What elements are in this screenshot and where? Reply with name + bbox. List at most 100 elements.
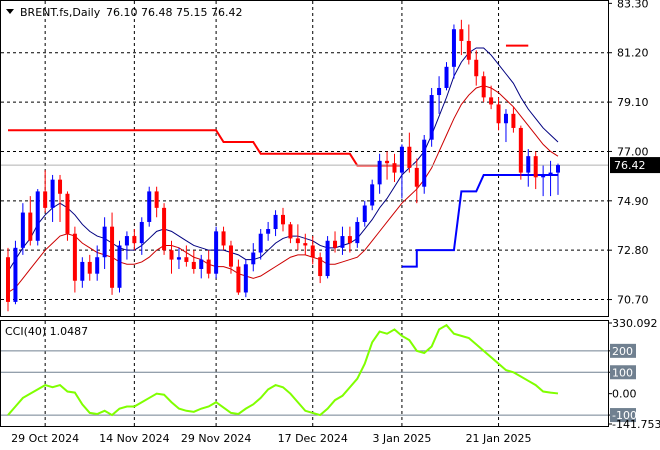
ma-red-line — [7, 85, 559, 293]
candle-bull — [377, 160, 382, 185]
candle-bull — [451, 29, 456, 67]
candle-bull — [102, 226, 107, 258]
candle-bull — [80, 261, 85, 281]
candle-bear — [236, 266, 241, 293]
last-price-label: 76.42 — [614, 159, 646, 172]
candle-bull — [399, 146, 404, 173]
cci-tick-label: 330.092 — [612, 317, 658, 330]
candle-bull — [370, 184, 375, 206]
candle-bull — [199, 259, 204, 269]
candle-bull — [526, 156, 531, 173]
candle-bull — [548, 172, 553, 175]
dropdown-triangle-icon[interactable] — [6, 9, 14, 14]
candle-bear — [65, 193, 70, 234]
y-tick-label: 83.30 — [617, 0, 649, 10]
cci-tick-label: -100 — [612, 409, 637, 422]
candle-bear — [511, 113, 516, 128]
candle-bear — [162, 207, 167, 251]
cci-level-tag — [610, 408, 636, 423]
x-tick-label: 3 Jan 2025 — [372, 432, 431, 445]
stop-red-line — [8, 129, 402, 167]
candle-bear — [87, 261, 92, 274]
x-tick-label: 29 Oct 2024 — [11, 432, 79, 445]
chart-title: BRENT.fs,Daily — [20, 6, 101, 19]
candle-bull — [176, 257, 181, 260]
candle-bull — [541, 174, 546, 178]
candle-bear — [72, 233, 77, 281]
cci-tick-label: 100 — [612, 366, 633, 379]
candle-bull — [444, 66, 449, 88]
candle-bull — [429, 95, 434, 140]
candle-bear — [347, 236, 352, 244]
candle-bear — [496, 104, 501, 124]
candle-bear — [414, 167, 419, 187]
candle-bull — [50, 179, 55, 208]
candle-bear — [191, 261, 196, 269]
candle-bull — [556, 165, 560, 173]
candle-bull — [355, 221, 360, 244]
candle-bull — [251, 252, 256, 265]
grid-layer — [1, 1, 608, 426]
candle-bear — [518, 127, 523, 173]
stop-blue-line — [401, 173, 558, 268]
candle-bear — [392, 163, 397, 173]
last-price-tag — [610, 157, 660, 174]
candle-bull — [325, 240, 330, 277]
candle-bear — [58, 179, 63, 194]
candle-bear — [228, 245, 233, 267]
axis-layer: 29 Oct 2024 14 Nov 2024 29 Nov 2024 17 Dec … — [11, 0, 660, 445]
candle-bear — [169, 250, 174, 260]
candle-bull — [243, 264, 248, 293]
candle-bull — [340, 236, 345, 248]
ohlc-readout: 76.10 76.48 75.15 76.42 — [106, 6, 242, 19]
price-panel-border — [0, 0, 609, 317]
candle-bull — [258, 233, 263, 253]
candle-bear — [310, 245, 315, 258]
candle-layer — [6, 19, 560, 312]
candle-bear — [333, 240, 338, 248]
cci-tick-label: 200 — [612, 345, 633, 358]
x-tick-label: 29 Nov 2024 — [181, 432, 251, 445]
candle-bull — [124, 236, 129, 246]
candle-bear — [28, 212, 33, 241]
candle-bear — [154, 191, 159, 208]
candle-bull — [95, 257, 100, 274]
candle-bull — [35, 191, 40, 241]
cci-tick-label: -141.753 — [612, 418, 660, 431]
candle-bear — [295, 238, 300, 244]
cci-level-tag — [610, 343, 636, 358]
candle-bear — [288, 224, 293, 239]
x-tick-label: 21 Jan 2025 — [466, 432, 532, 445]
candle-bear — [318, 257, 323, 277]
candle-bear — [385, 160, 390, 164]
y-tick-label: 79.10 — [617, 96, 649, 109]
candle-bear — [466, 40, 471, 60]
candle-bear — [474, 59, 479, 77]
candle-bull — [422, 139, 427, 187]
y-tick-label: 72.80 — [617, 244, 649, 257]
cci-level-tag — [610, 365, 636, 380]
candle-bear — [489, 97, 494, 105]
indicator-layer — [1, 44, 608, 293]
cci-title: CCI(40) 1.0487 — [5, 325, 88, 338]
y-tick-label: 81.20 — [617, 47, 649, 60]
candle-bull — [362, 205, 367, 222]
cci-tick-label: 0.00 — [612, 388, 637, 401]
candle-bull — [13, 247, 18, 302]
candle-bull — [503, 113, 508, 124]
candle-bear — [407, 146, 412, 168]
candle-bull — [273, 214, 278, 230]
candle-bear — [6, 257, 10, 302]
x-tick-label: 14 Nov 2024 — [99, 432, 169, 445]
candle-bear — [206, 259, 211, 274]
candle-bear — [459, 29, 464, 41]
candle-bull — [437, 87, 442, 96]
candle-bear — [303, 243, 308, 246]
candle-bear — [533, 156, 538, 178]
chart-title-group: BRENT.fs,Daily 76.10 76.48 75.15 76.42 — [6, 6, 242, 19]
y-tick-label: 74.90 — [617, 195, 649, 208]
candle-bull — [266, 229, 271, 234]
candle-bull — [147, 191, 152, 222]
candle-bear — [43, 191, 48, 208]
